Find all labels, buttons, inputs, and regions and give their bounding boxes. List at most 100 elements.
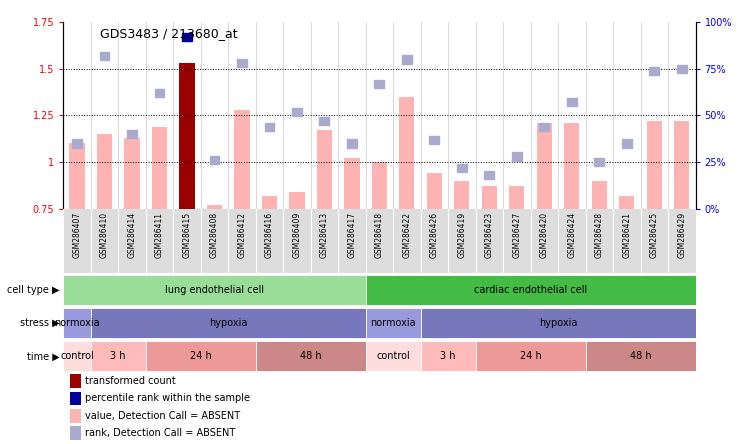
Bar bbox=[152, 127, 167, 209]
Bar bbox=[70, 426, 81, 440]
Text: hypoxia: hypoxia bbox=[209, 318, 248, 328]
Text: hypoxia: hypoxia bbox=[539, 318, 577, 328]
Bar bbox=[619, 196, 635, 209]
Bar bbox=[650, 67, 659, 75]
Text: GSM286417: GSM286417 bbox=[347, 212, 356, 258]
Bar bbox=[319, 117, 330, 125]
Bar bbox=[622, 139, 632, 147]
Bar bbox=[677, 65, 687, 73]
Text: 24 h: 24 h bbox=[190, 351, 211, 361]
Bar bbox=[124, 138, 140, 209]
Bar bbox=[457, 163, 467, 172]
Bar bbox=[510, 186, 525, 209]
FancyBboxPatch shape bbox=[366, 275, 696, 305]
FancyBboxPatch shape bbox=[420, 308, 696, 338]
Text: GDS3483 / 213680_at: GDS3483 / 213680_at bbox=[100, 27, 238, 40]
Text: GSM286415: GSM286415 bbox=[182, 212, 191, 258]
Text: GSM286408: GSM286408 bbox=[210, 212, 219, 258]
Text: time ▶: time ▶ bbox=[27, 351, 60, 361]
Bar bbox=[347, 139, 357, 147]
FancyBboxPatch shape bbox=[256, 341, 366, 371]
Text: GSM286425: GSM286425 bbox=[650, 212, 659, 258]
Text: GSM286411: GSM286411 bbox=[155, 212, 164, 258]
FancyBboxPatch shape bbox=[420, 341, 475, 371]
Text: GSM286412: GSM286412 bbox=[237, 212, 246, 258]
Text: GSM286421: GSM286421 bbox=[623, 212, 632, 258]
Text: GSM286409: GSM286409 bbox=[292, 212, 301, 258]
FancyBboxPatch shape bbox=[366, 308, 420, 338]
FancyBboxPatch shape bbox=[146, 341, 256, 371]
Text: cell type ▶: cell type ▶ bbox=[7, 285, 60, 295]
Text: normoxia: normoxia bbox=[54, 318, 100, 328]
Text: 48 h: 48 h bbox=[630, 351, 652, 361]
Bar bbox=[265, 123, 275, 131]
FancyBboxPatch shape bbox=[91, 341, 146, 371]
Text: GSM286414: GSM286414 bbox=[127, 212, 136, 258]
Bar bbox=[567, 98, 577, 107]
Text: 24 h: 24 h bbox=[520, 351, 542, 361]
Text: 48 h: 48 h bbox=[300, 351, 321, 361]
Text: GSM286419: GSM286419 bbox=[458, 212, 466, 258]
Text: lung endothelial cell: lung endothelial cell bbox=[165, 285, 264, 295]
Bar bbox=[594, 158, 604, 166]
Text: 3 h: 3 h bbox=[440, 351, 456, 361]
Bar bbox=[402, 56, 412, 63]
Bar bbox=[237, 59, 247, 67]
Bar bbox=[207, 205, 222, 209]
Text: GSM286418: GSM286418 bbox=[375, 212, 384, 258]
Bar bbox=[72, 139, 82, 147]
FancyBboxPatch shape bbox=[366, 341, 420, 371]
Bar bbox=[69, 143, 85, 209]
FancyBboxPatch shape bbox=[63, 341, 91, 371]
Bar bbox=[182, 33, 192, 41]
Bar bbox=[179, 63, 194, 209]
Text: rank, Detection Call = ABSENT: rank, Detection Call = ABSENT bbox=[86, 428, 236, 438]
Bar bbox=[429, 135, 440, 144]
Text: stress ▶: stress ▶ bbox=[20, 318, 60, 328]
Text: GSM286424: GSM286424 bbox=[568, 212, 577, 258]
Bar bbox=[97, 134, 112, 209]
Text: GSM286410: GSM286410 bbox=[100, 212, 109, 258]
Text: control: control bbox=[60, 351, 94, 361]
Bar bbox=[292, 107, 302, 116]
Bar bbox=[647, 121, 662, 209]
Bar bbox=[484, 171, 494, 179]
Bar bbox=[539, 123, 549, 131]
Bar bbox=[317, 131, 332, 209]
Text: GSM286416: GSM286416 bbox=[265, 212, 274, 258]
Bar bbox=[374, 79, 385, 88]
FancyBboxPatch shape bbox=[586, 341, 696, 371]
Bar bbox=[372, 162, 387, 209]
Text: normoxia: normoxia bbox=[371, 318, 416, 328]
Bar bbox=[100, 52, 109, 60]
Bar bbox=[262, 196, 277, 209]
Text: GSM286429: GSM286429 bbox=[677, 212, 687, 258]
Bar bbox=[70, 392, 81, 405]
Bar bbox=[70, 374, 81, 388]
Bar bbox=[537, 123, 552, 209]
Text: GSM286423: GSM286423 bbox=[485, 212, 494, 258]
Bar bbox=[127, 130, 137, 138]
Bar bbox=[565, 123, 580, 209]
Text: value, Detection Call = ABSENT: value, Detection Call = ABSENT bbox=[86, 411, 240, 420]
Text: 3 h: 3 h bbox=[110, 351, 126, 361]
Text: GSM286422: GSM286422 bbox=[403, 212, 411, 258]
Bar bbox=[234, 110, 249, 209]
FancyBboxPatch shape bbox=[63, 275, 366, 305]
FancyBboxPatch shape bbox=[475, 341, 586, 371]
Bar bbox=[591, 181, 607, 209]
Bar bbox=[210, 156, 219, 164]
FancyBboxPatch shape bbox=[91, 308, 366, 338]
Text: GSM286413: GSM286413 bbox=[320, 212, 329, 258]
Text: cardiac endothelial cell: cardiac endothelial cell bbox=[474, 285, 587, 295]
Text: control: control bbox=[376, 351, 410, 361]
Bar bbox=[455, 181, 469, 209]
FancyBboxPatch shape bbox=[63, 308, 91, 338]
Text: GSM286428: GSM286428 bbox=[595, 212, 604, 258]
Text: GSM286427: GSM286427 bbox=[513, 212, 522, 258]
Bar bbox=[427, 173, 442, 209]
Bar bbox=[289, 192, 304, 209]
Text: transformed count: transformed count bbox=[86, 376, 176, 386]
Bar bbox=[674, 121, 690, 209]
Text: GSM286407: GSM286407 bbox=[72, 212, 82, 258]
